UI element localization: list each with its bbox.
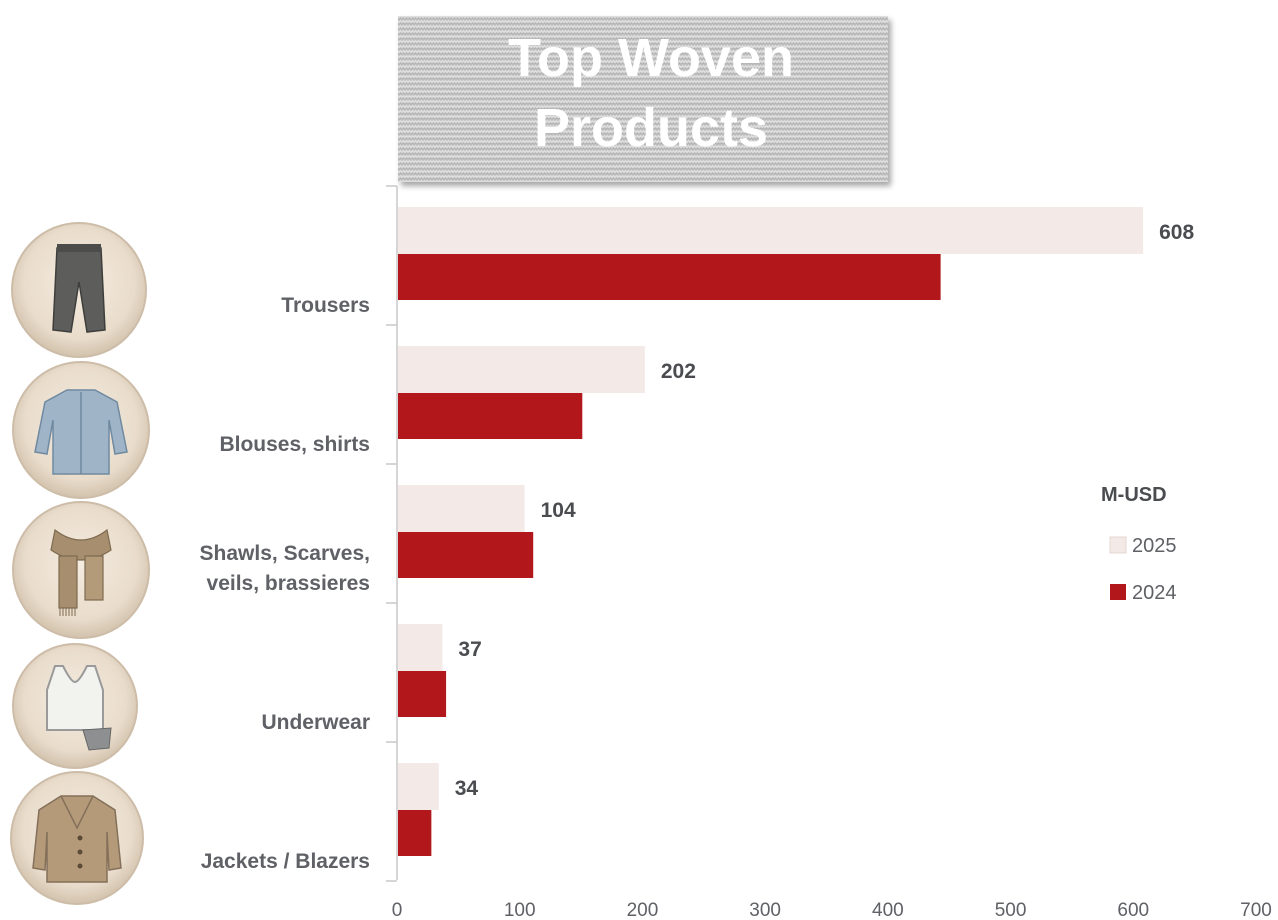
x-tick-label: 500 bbox=[995, 900, 1027, 920]
bar-2024-0 bbox=[398, 254, 941, 300]
bar-2024-3 bbox=[398, 671, 447, 717]
x-tick-label: 0 bbox=[392, 900, 403, 920]
category-label-1: Blouses, shirts bbox=[219, 433, 370, 456]
bar-2024-2 bbox=[398, 532, 534, 578]
legend-label-2025: 2025 bbox=[1132, 535, 1177, 557]
category-label-2: Shawls, Scarves, bbox=[200, 542, 370, 565]
scarf-icon bbox=[12, 501, 150, 639]
chart-title-line-2: Products bbox=[534, 98, 768, 158]
category-label-3: Underwear bbox=[261, 711, 370, 734]
legend: M-USD 2025 2024 bbox=[1101, 484, 1177, 604]
trousers-icon bbox=[11, 222, 147, 358]
bar-2025-0 bbox=[398, 207, 1144, 254]
bar-2025-3 bbox=[398, 624, 443, 671]
product-icons bbox=[10, 222, 150, 905]
category-label-0: Trousers bbox=[281, 294, 370, 317]
bar-2025-4 bbox=[398, 763, 439, 810]
underwear-icon bbox=[12, 643, 138, 769]
title-knit-background bbox=[398, 16, 888, 182]
x-tick-label: 100 bbox=[504, 900, 536, 920]
x-tick-label: 700 bbox=[1240, 900, 1272, 920]
category-label-2: veils, brassieres bbox=[207, 572, 370, 595]
shirt-icon bbox=[12, 361, 150, 499]
legend-label-2024: 2024 bbox=[1132, 582, 1177, 604]
chart-title-banner: Top Woven Products bbox=[398, 16, 888, 182]
legend-title: M-USD bbox=[1101, 484, 1167, 506]
x-axis-ticks: 0 100 200 300 400 500 600 700 bbox=[386, 185, 1272, 920]
data-label-4: 34 bbox=[455, 777, 479, 800]
data-label-2: 104 bbox=[541, 499, 576, 522]
x-tick-label: 400 bbox=[872, 900, 904, 920]
bar-2024-1 bbox=[398, 393, 583, 439]
bar-2025-2 bbox=[398, 485, 525, 532]
category-label-4: Jackets / Blazers bbox=[201, 850, 370, 873]
category-labels: Trousers Blouses, shirts Shawls, Scarves, v… bbox=[200, 294, 370, 873]
x-tick-label: 200 bbox=[627, 900, 659, 920]
data-label-0: 608 bbox=[1159, 221, 1194, 244]
chart-title-line-1: Top Woven bbox=[508, 28, 794, 88]
x-tick-label: 300 bbox=[749, 900, 781, 920]
bar-2025-1 bbox=[398, 346, 645, 393]
bars: 608 202 104 37 34 bbox=[398, 207, 1194, 856]
bar-2024-4 bbox=[398, 810, 432, 856]
data-label-3: 37 bbox=[458, 638, 481, 661]
legend-swatch-2025 bbox=[1109, 536, 1127, 554]
jacket-icon bbox=[10, 771, 144, 905]
data-label-1: 202 bbox=[661, 360, 696, 383]
x-tick-label: 600 bbox=[1117, 900, 1149, 920]
legend-swatch-2024 bbox=[1110, 584, 1126, 600]
